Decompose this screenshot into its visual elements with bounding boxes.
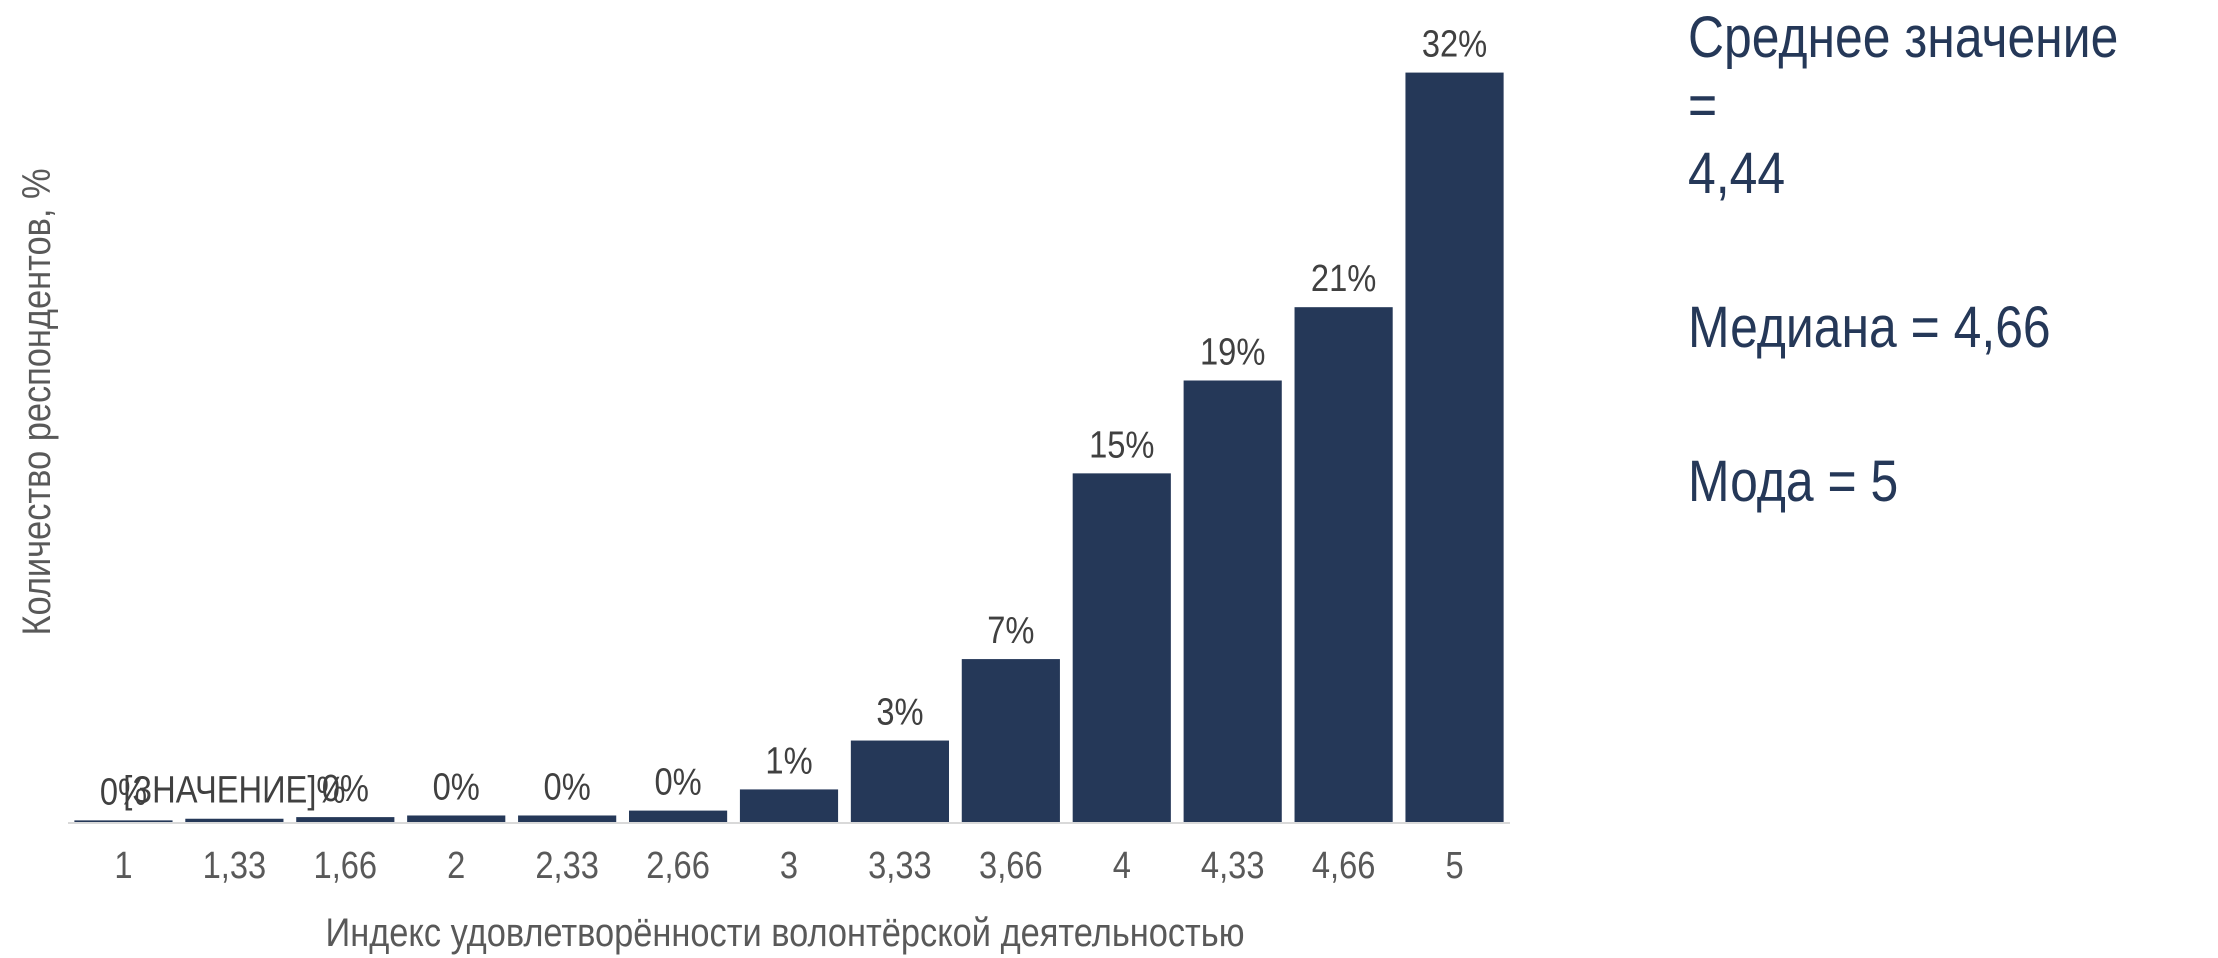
data-label: 0% xyxy=(544,765,591,808)
x-tick-label: 3 xyxy=(780,844,798,887)
mean-value: 4,44 xyxy=(1688,141,1786,206)
x-tick-label: 5 xyxy=(1445,844,1463,887)
data-label: 19% xyxy=(1200,330,1265,373)
x-tick-label: 4,66 xyxy=(1312,844,1376,887)
data-label: 3% xyxy=(876,690,923,733)
data-label: [ЗНАЧЕНИЕ]% xyxy=(123,768,345,811)
x-axis-title: Индекс удовлетворённости волонтёрской де… xyxy=(325,910,1244,955)
x-tick-label: 1,33 xyxy=(203,844,267,887)
bar-chart: 0%[ЗНАЧЕНИЕ]%0% 0% 0% 0% 1%3%7%15%19%21%32% … xyxy=(14,22,1510,955)
data-label: 0% xyxy=(322,767,369,810)
data-label: 21% xyxy=(1311,257,1376,300)
x-tick-label: 1 xyxy=(114,844,132,887)
bar-1,33 xyxy=(185,818,284,822)
x-tick-labels-group: 1 1,33 1,66 2 2,33 2,66 3 3,33 3,66 4 4,33 4,66 5 xyxy=(114,844,1463,887)
x-tick-label: 3,66 xyxy=(979,844,1043,887)
data-labels-group: 0%[ЗНАЧЕНИЕ]%0% 0% 0% 0% 1%3%7%15%19%21%32% xyxy=(100,22,1487,813)
bar-2,66 xyxy=(628,810,728,822)
bar-4,66 xyxy=(1294,307,1393,822)
data-label: 15% xyxy=(1089,423,1154,466)
x-tick-label: 4 xyxy=(1113,844,1131,887)
bar-3,33 xyxy=(850,740,950,822)
bars-group xyxy=(74,72,1504,823)
bar-5 xyxy=(1405,72,1504,823)
x-tick-label: 2,33 xyxy=(535,844,599,887)
median-label: Медиана = 4,66 xyxy=(1688,295,2051,360)
data-label: 1% xyxy=(765,739,812,782)
bar-3,66 xyxy=(961,659,1060,822)
summary-statistics: Среднее значение = 4,44 Медиана = 4,66 М… xyxy=(1688,4,2135,516)
y-axis-title: Количество респондентов, % xyxy=(14,168,59,635)
mode-label: Мода = 5 xyxy=(1688,449,1899,514)
x-tick-label: 4,33 xyxy=(1201,844,1265,887)
bar-2,33 xyxy=(518,815,617,822)
data-label: 32% xyxy=(1422,22,1487,65)
x-tick-label: 2 xyxy=(447,844,465,887)
bar-2 xyxy=(407,815,506,822)
data-label: 0% xyxy=(654,760,701,803)
data-label: 7% xyxy=(987,609,1034,652)
bar-4 xyxy=(1072,473,1171,822)
x-tick-label: 2,66 xyxy=(646,844,710,887)
bar-4,33 xyxy=(1183,380,1282,822)
x-tick-label: 3,33 xyxy=(868,844,932,887)
data-label: 0% xyxy=(433,765,480,808)
bar-3 xyxy=(739,789,839,822)
bar-1 xyxy=(74,820,173,822)
x-tick-label: 1,66 xyxy=(314,844,378,887)
mean-label: Среднее значение = xyxy=(1688,5,2119,138)
data-label: 0% xyxy=(100,770,147,813)
bar-1,66 xyxy=(296,817,395,822)
